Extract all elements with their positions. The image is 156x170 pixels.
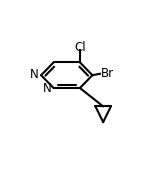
Text: Br: Br bbox=[101, 67, 114, 80]
Text: N: N bbox=[30, 68, 39, 81]
Text: N: N bbox=[43, 82, 51, 95]
Text: Cl: Cl bbox=[74, 41, 86, 54]
